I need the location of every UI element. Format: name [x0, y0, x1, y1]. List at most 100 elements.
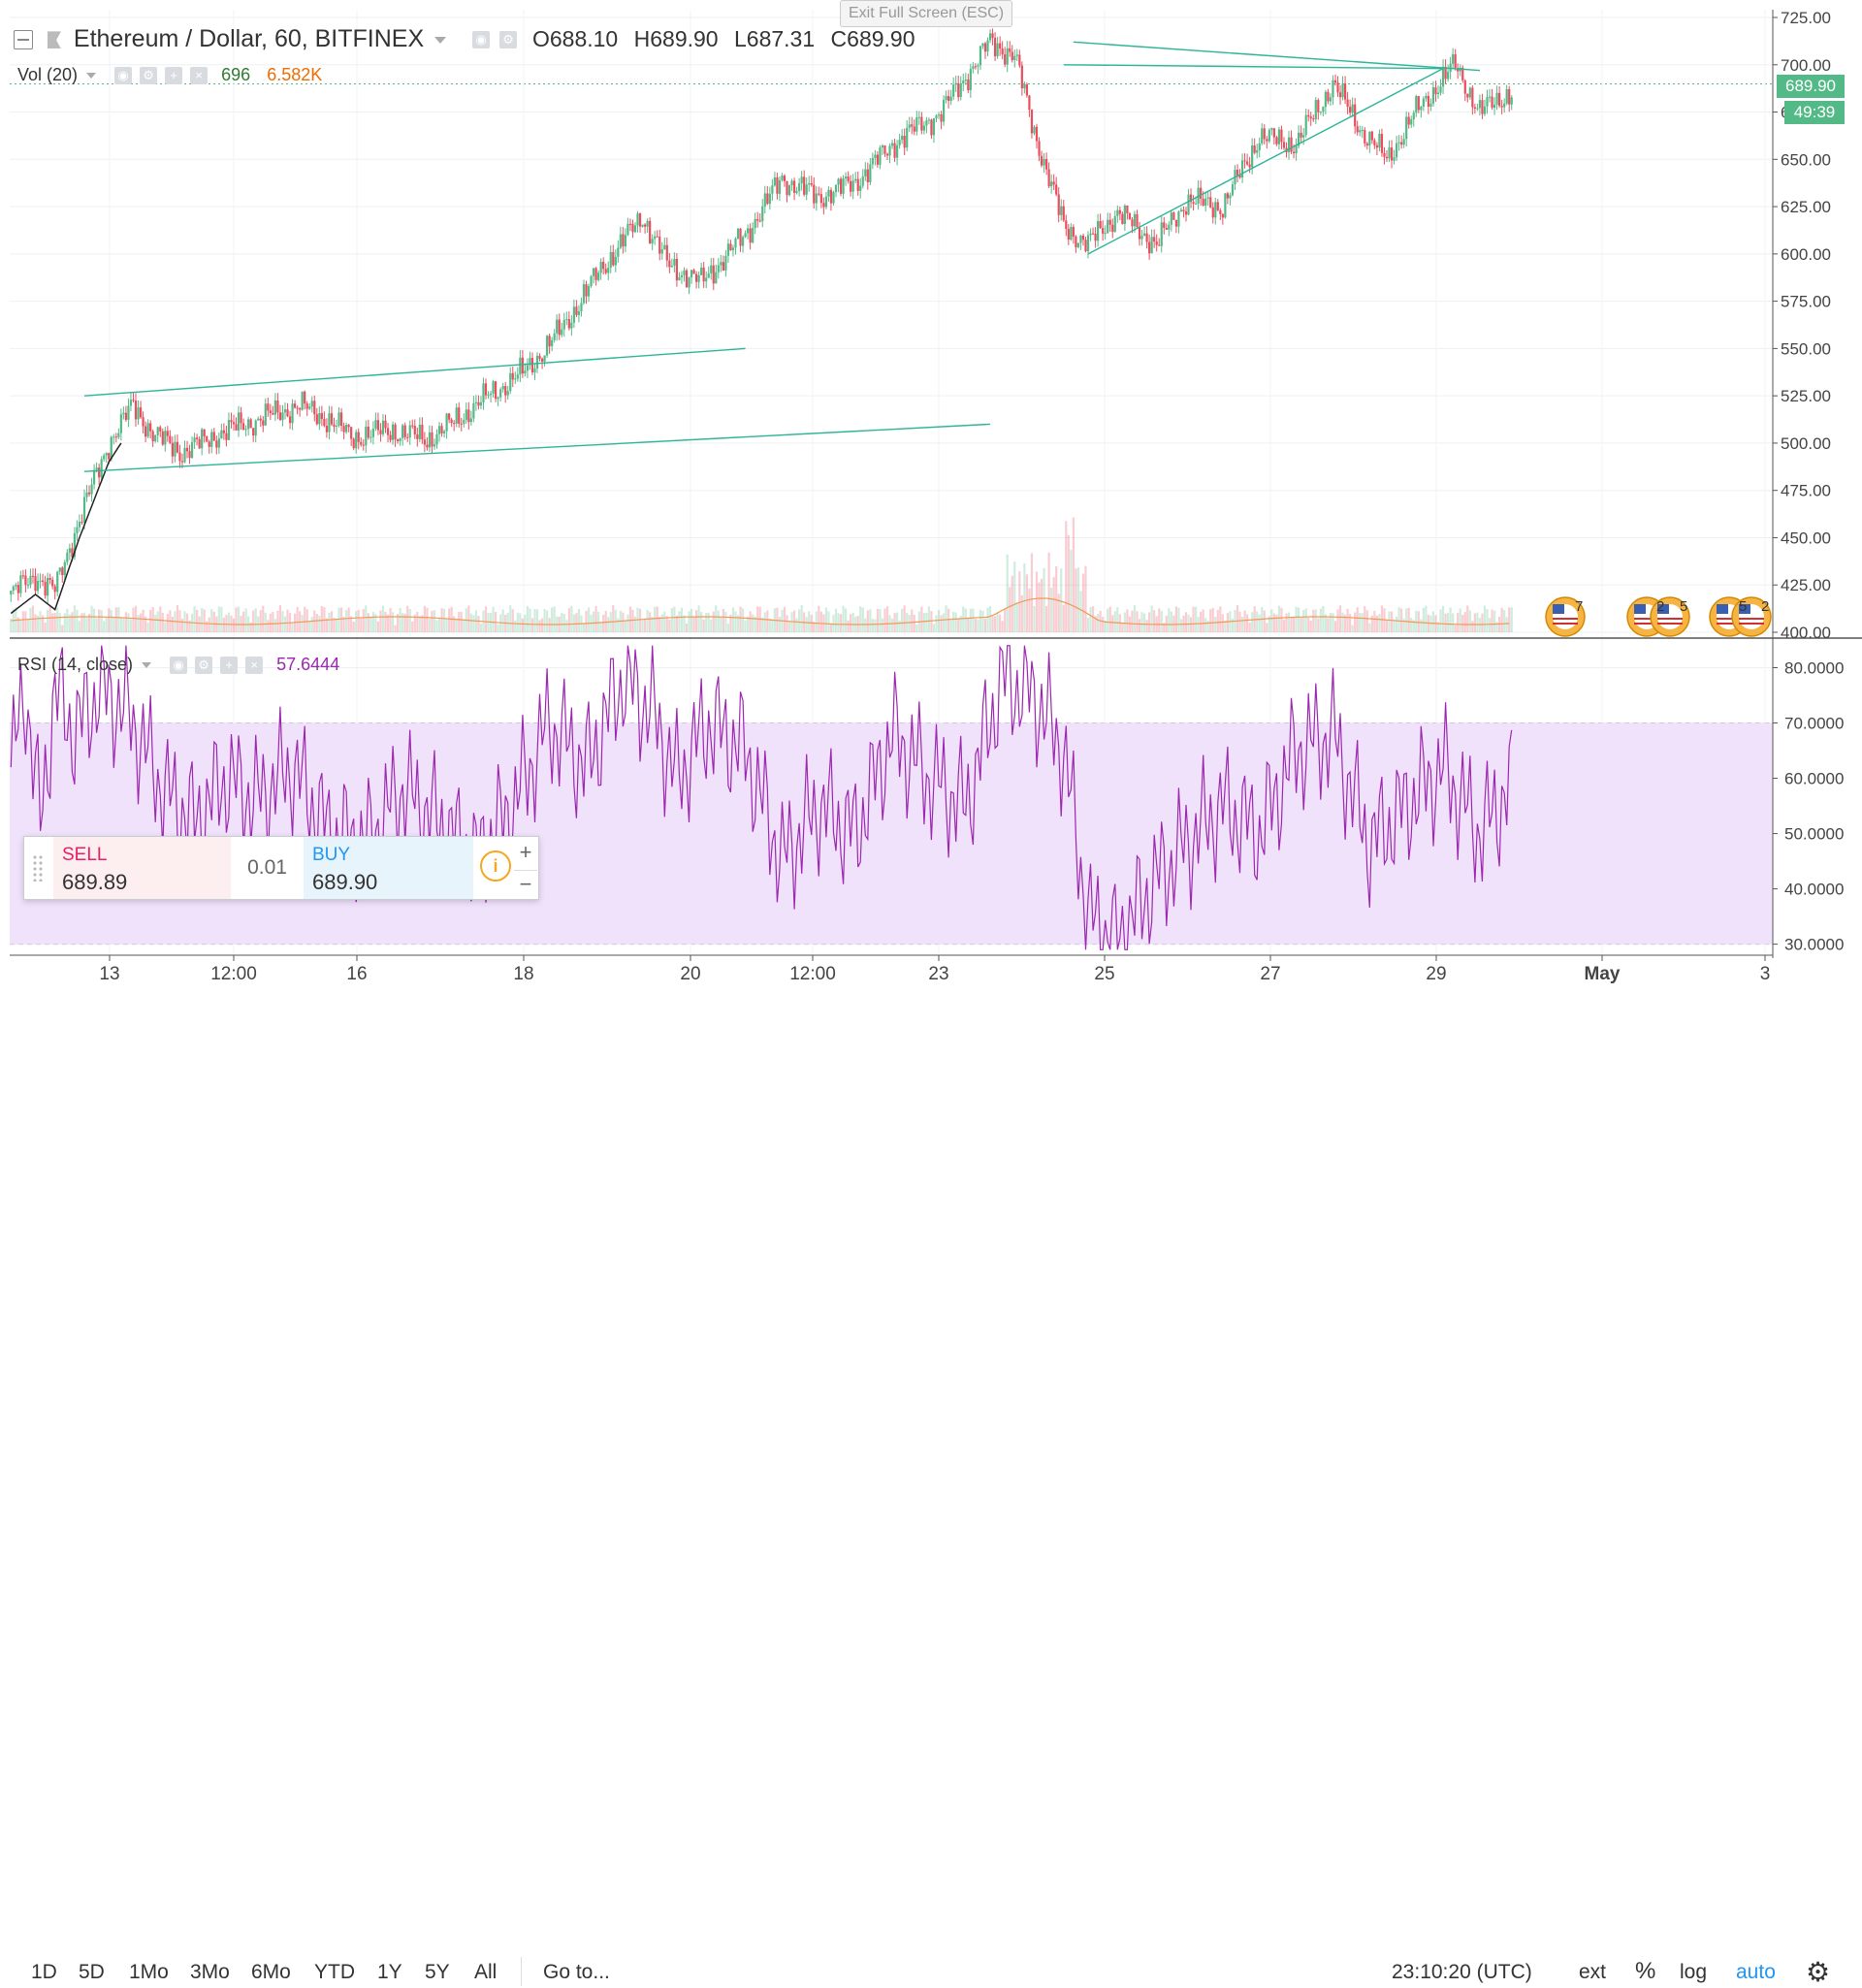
increase-button[interactable]: + [519, 840, 532, 864]
volume-bar [734, 611, 737, 632]
eye-icon[interactable]: ◉ [114, 67, 133, 85]
event-marker[interactable] [1731, 596, 1772, 637]
candle-body [509, 372, 512, 392]
event-marker[interactable] [1545, 596, 1586, 637]
volume-bar [161, 612, 164, 632]
plus-icon[interactable]: + [165, 67, 183, 85]
volume-bar [1375, 615, 1378, 632]
timeframe-6mo[interactable]: 6Mo [251, 1961, 291, 1983]
symbol-title[interactable]: Ethereum / Dollar, 60, BITFINEX [73, 25, 425, 52]
flag-icon[interactable] [47, 31, 61, 49]
candle-body [861, 176, 864, 186]
timeframe-1y[interactable]: 1Y [377, 1961, 402, 1983]
candle-body [1245, 161, 1249, 165]
candle-body [700, 267, 703, 275]
chart-canvas[interactable]: 725.00700.00675.00650.00625.00600.00575.… [0, 0, 1862, 1047]
gear-icon[interactable]: ⚙ [195, 657, 213, 675]
auto-toggle[interactable]: auto [1736, 1961, 1776, 1983]
candle-body [1317, 100, 1320, 112]
candle-body [90, 484, 93, 495]
goto-button[interactable]: Go to... [543, 1961, 610, 1983]
symbol-dropdown-icon[interactable] [434, 36, 447, 44]
timeframe-5y[interactable]: 5Y [425, 1961, 450, 1983]
volume-bar [602, 614, 605, 632]
volume-bar [1238, 611, 1241, 632]
timeframe-1mo[interactable]: 1Mo [129, 1961, 169, 1983]
clock-readout[interactable]: 23:10:20 (UTC) [1392, 1961, 1532, 1983]
candle-body [1020, 65, 1023, 89]
buy-button[interactable]: BUY 689.90 [304, 837, 473, 899]
drag-handle-icon[interactable] [32, 854, 44, 882]
countdown-label: 49:39 [1784, 101, 1845, 124]
volume-bar [1104, 621, 1107, 632]
volume-bar [1179, 619, 1183, 632]
volume-bar [80, 613, 83, 632]
sell-button[interactable]: SELL 689.89 [53, 837, 231, 899]
volume-bar [1336, 609, 1339, 632]
candle-body [702, 267, 705, 282]
timeframe-ytd[interactable]: YTD [314, 1961, 355, 1983]
candle-body [959, 83, 962, 98]
low-label: L [733, 26, 747, 51]
timeframe-5d[interactable]: 5D [79, 1961, 105, 1983]
volume-bar [1057, 593, 1060, 632]
volume-bar [78, 621, 81, 632]
volume-bar [267, 620, 270, 632]
candle-body [506, 391, 509, 396]
candle-body [558, 319, 561, 336]
candle-body [61, 567, 64, 576]
eye-icon[interactable]: ◉ [472, 31, 491, 49]
volume-bar [355, 611, 358, 632]
settings-gear-icon[interactable]: ⚙ [1806, 1957, 1831, 1987]
close-icon[interactable]: × [245, 657, 264, 675]
volume-bar [149, 609, 152, 632]
gear-icon[interactable]: ⚙ [140, 67, 158, 85]
candle-body [360, 441, 363, 445]
volume-bar [401, 613, 404, 632]
volume-bar [1491, 609, 1493, 632]
volume-bar [180, 618, 184, 632]
volume-bar [397, 614, 400, 632]
volume-dropdown-icon[interactable] [86, 73, 97, 80]
timeframe-1d[interactable]: 1D [31, 1961, 57, 1983]
trendlines[interactable] [83, 41, 1480, 472]
volume-bar [673, 606, 676, 632]
event-marker[interactable] [1650, 596, 1690, 637]
candle-body [535, 355, 539, 369]
candle-body [1091, 233, 1095, 235]
ext-toggle[interactable]: ext [1579, 1961, 1607, 1983]
last-price-label: 689.90 [1777, 75, 1845, 98]
candle-body [235, 424, 238, 431]
timeframe-3mo[interactable]: 3Mo [190, 1961, 230, 1983]
info-icon[interactable]: i [480, 850, 511, 882]
gear-icon[interactable]: ⚙ [499, 31, 518, 49]
volume-label[interactable]: Vol (20) [17, 65, 79, 84]
volume-bar [41, 615, 45, 632]
candle-body [925, 120, 928, 126]
decrease-button[interactable]: − [514, 870, 537, 898]
rsi-dropdown-icon[interactable] [142, 662, 152, 669]
time-tick-label: 23 [928, 964, 948, 984]
collapse-icon[interactable] [14, 30, 33, 50]
candle-body [1373, 140, 1376, 145]
volume-bar [1158, 608, 1161, 632]
candle-body [58, 567, 61, 572]
volume-bar [1160, 610, 1163, 632]
candle-body [739, 228, 742, 246]
volume-bar [472, 615, 475, 632]
candle-body [692, 270, 695, 274]
close-icon[interactable]: × [190, 67, 209, 85]
volume-bar [73, 605, 76, 632]
plus-icon[interactable]: + [220, 657, 239, 675]
volume-bar [824, 607, 827, 632]
volume-bar [947, 608, 950, 632]
candle-body [1277, 129, 1281, 144]
eye-icon[interactable]: ◉ [170, 657, 188, 675]
log-toggle[interactable]: log [1680, 1961, 1708, 1983]
candle-body [1118, 209, 1121, 214]
rsi-label[interactable]: RSI (14, close) [17, 655, 134, 674]
timeframe-all[interactable]: All [474, 1961, 498, 1983]
percent-toggle[interactable]: % [1635, 1958, 1656, 1984]
volume-bar [1221, 614, 1224, 632]
